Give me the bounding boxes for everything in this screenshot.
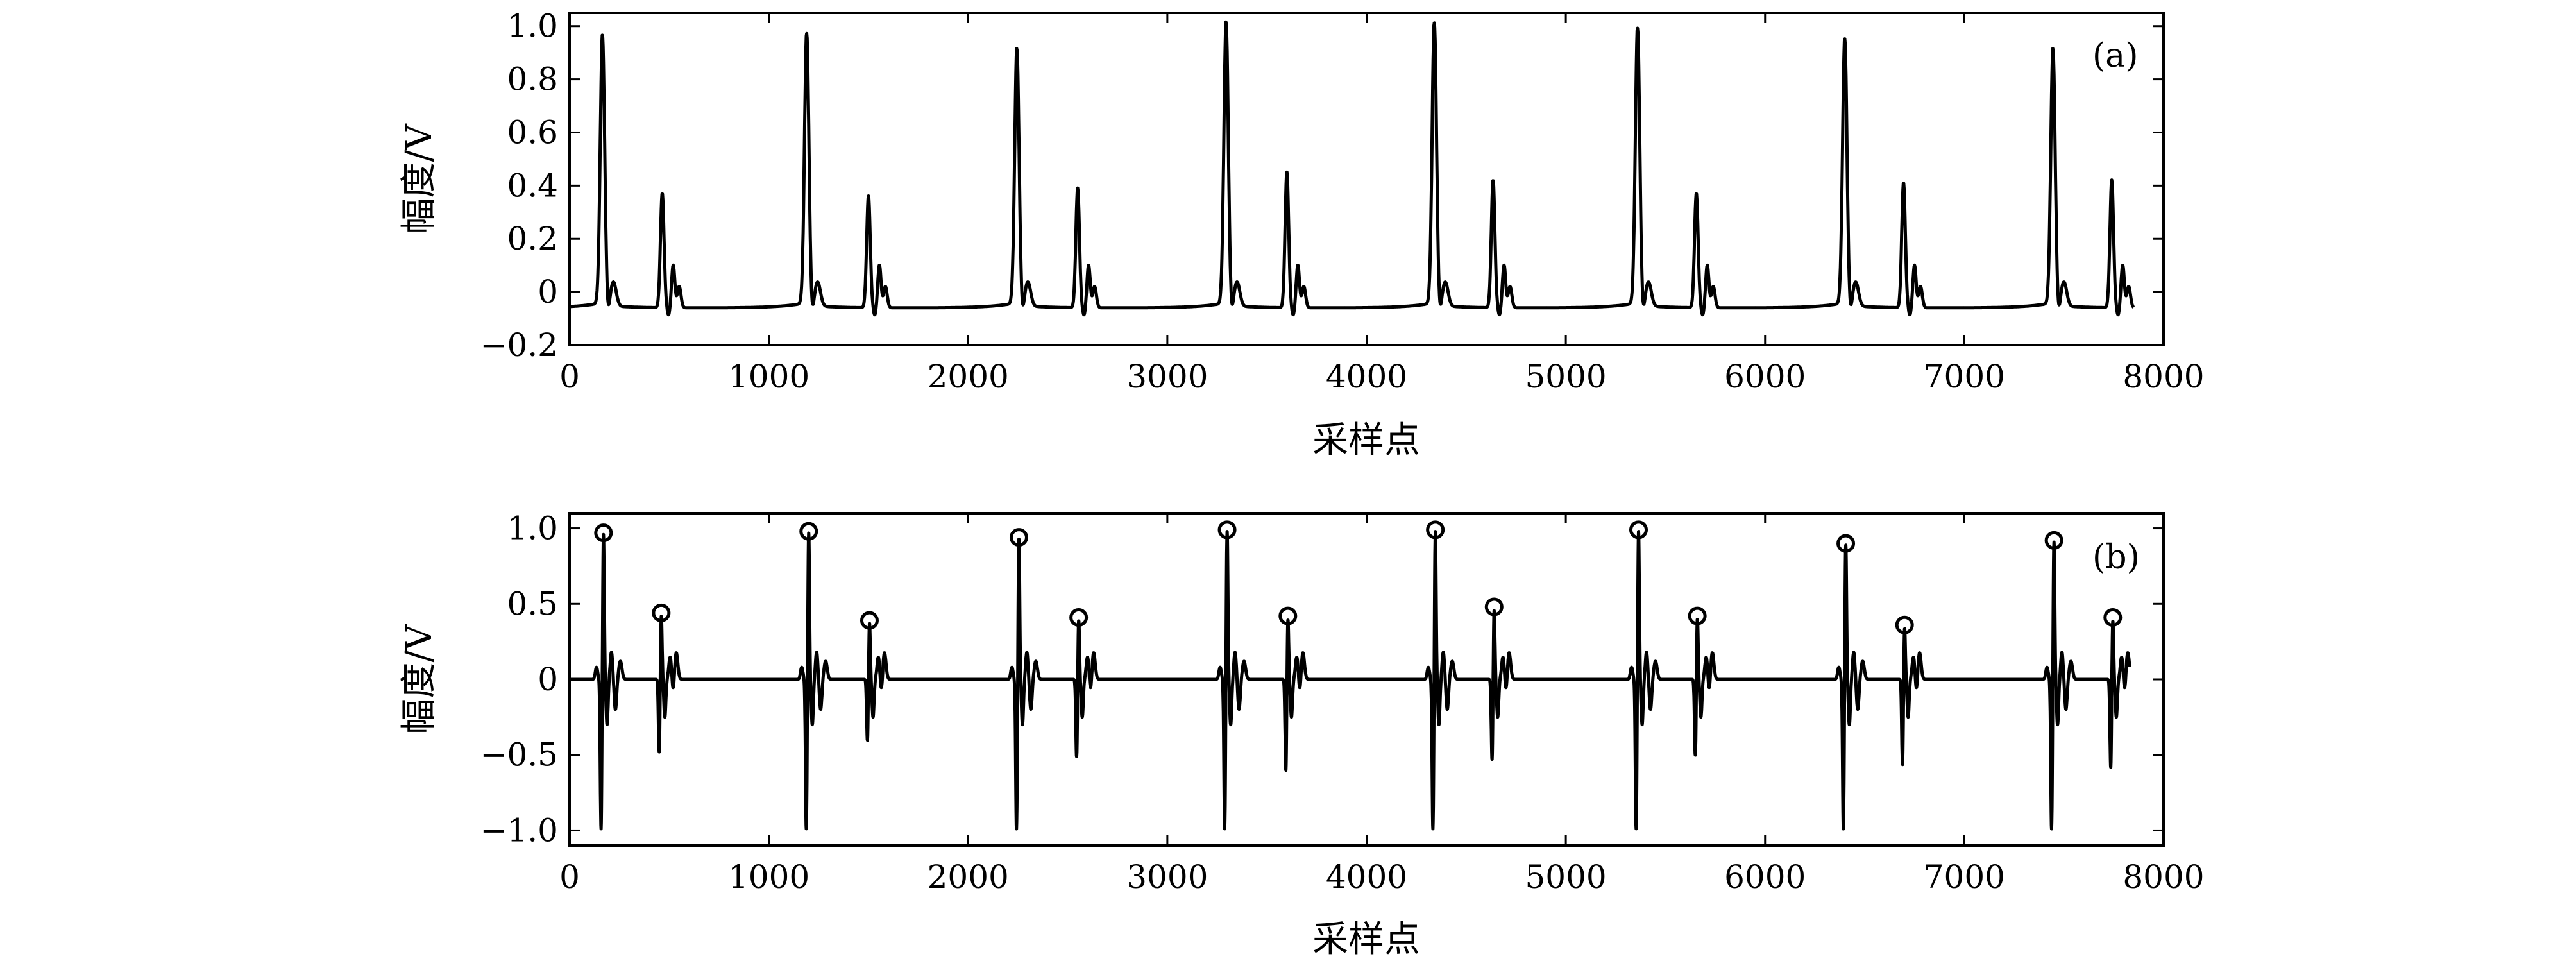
panel-b-peak-markers	[594, 520, 2123, 634]
panel-a-x-tick-label: 7000	[1924, 358, 2005, 395]
panel-a-y-tick-label: 0.8	[507, 61, 558, 98]
panel-a-y-tick-label: −0.2	[480, 327, 558, 364]
panel-b-x-tick-label: 1000	[728, 858, 809, 896]
t-peak-marker	[2103, 608, 2123, 627]
panel-a-x-tick-label: 8000	[2123, 358, 2204, 395]
r-peak-marker	[1217, 520, 1237, 540]
r-peak-marker	[594, 523, 613, 543]
panel-b-x-tick-label: 4000	[1326, 858, 1407, 896]
panel-a-x-tick-label: 2000	[928, 358, 1009, 395]
t-peak-marker	[652, 603, 671, 622]
panel-a-xlabel: 采样点	[1312, 420, 1420, 461]
panel-a-ylabel: 幅度/V	[398, 123, 440, 234]
panel-b-xlabel: 采样点	[1312, 919, 1420, 960]
t-peak-marker	[1278, 606, 1298, 625]
panel-a-x-tick-label: 6000	[1724, 358, 1806, 395]
panel-a-ticks: 0 1000 2000 3000 4000 5000 6000 7000 8000−0.200.…	[480, 8, 2205, 395]
panel-b-x-tick-label: 6000	[1724, 858, 1806, 896]
panel-b-y-tick-label: 1.0	[507, 510, 558, 547]
panel-b-y-tick-label: 0.5	[507, 585, 558, 622]
panel-a-x-tick-label: 4000	[1326, 358, 1407, 395]
panel-b-frame	[568, 512, 2165, 847]
t-peak-marker	[1484, 597, 1504, 617]
panel-a-x-tick-label: 5000	[1525, 358, 1607, 395]
panel-a-x-tick-label: 1000	[728, 358, 809, 395]
panel-a-label: (a)	[2092, 37, 2139, 75]
r-peak-marker	[1009, 528, 1028, 547]
panel-b: 0 1000 2000 3000 4000 5000 6000 7000 8000 −1.0 −0.…	[398, 510, 2205, 960]
t-peak-marker	[860, 611, 879, 630]
panel-a-y-tick-label: 0.2	[507, 220, 558, 257]
r-peak-marker	[1836, 534, 1856, 553]
panel-b-x-tick-label: 2000	[928, 858, 1009, 896]
panel-b-label: (b)	[2092, 538, 2140, 577]
r-peak-marker	[2044, 531, 2063, 550]
panel-b-y-tick-label: −1.0	[480, 812, 558, 849]
panel-a-y-tick-label: 0.6	[507, 114, 558, 151]
r-peak-marker	[1426, 520, 1445, 540]
panel-a-frame	[568, 12, 2165, 346]
panel-a: 0 1000 2000 3000 4000 5000 6000 7000 8000−0.200.…	[398, 8, 2205, 461]
panel-b-x-tick-label: 5000	[1525, 858, 1607, 896]
panel-b-y-tick-label: −0.5	[480, 736, 558, 774]
panel-a-x-tick-label: 3000	[1126, 358, 1208, 395]
panel-b-y-tick-label: 0	[538, 661, 558, 698]
r-peak-marker	[1629, 520, 1648, 540]
panel-b-ticks: 0 1000 2000 3000 4000 5000 6000 7000 8000 −1.0 −0.…	[480, 510, 2205, 896]
panel-b-ylabel: 幅度/V	[398, 624, 440, 735]
panel-a-y-tick-label: 0.4	[507, 167, 558, 204]
panel-b-x-tick-label: 3000	[1126, 858, 1208, 896]
panel-a-x-tick-label: 0	[559, 358, 580, 395]
t-peak-marker	[1688, 606, 1707, 625]
panel-a-y-tick-label: 0	[538, 273, 558, 311]
panel-b-x-tick-label: 7000	[1924, 858, 2005, 896]
r-peak-marker	[799, 522, 818, 541]
panel-b-x-tick-label: 8000	[2123, 858, 2204, 896]
panel-b-x-tick-label: 0	[559, 858, 580, 896]
panel-a-signal-line	[568, 20, 2135, 317]
t-peak-marker	[1069, 608, 1089, 627]
panel-a-y-tick-label: 1.0	[507, 8, 558, 45]
panel-b-signal-line	[568, 530, 2131, 831]
t-peak-marker	[1895, 615, 1914, 634]
